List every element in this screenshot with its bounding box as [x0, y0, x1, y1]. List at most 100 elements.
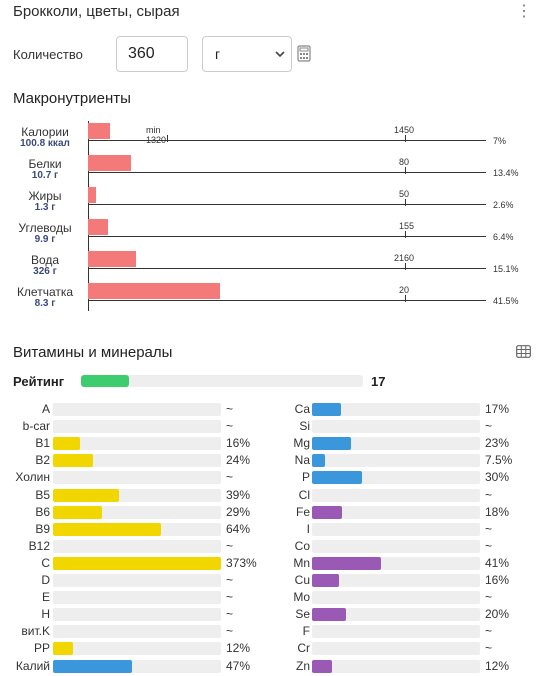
macro-value: 1.3 г [34, 202, 56, 213]
nutrient-name: Mg [293, 436, 310, 450]
nutrient-percent: ~ [485, 641, 493, 655]
nutrient-name: B6 [35, 505, 50, 519]
macro-percent: 7% [493, 136, 507, 146]
nutrient-percent: ~ [485, 488, 493, 502]
macro-name: Клетчатка [16, 285, 74, 299]
nutrient-track [53, 403, 221, 416]
macro-percent: 2.6% [493, 200, 514, 210]
nutrient-percent: ~ [226, 539, 234, 553]
macro-target: 50 [399, 189, 410, 199]
nutrient-fill [53, 454, 93, 467]
macro-label: Углеводы 9.9 г [8, 222, 82, 245]
quantity-input[interactable] [116, 36, 188, 72]
nutrient-track [312, 660, 480, 673]
nutrient-fill [312, 574, 339, 587]
rating-track [81, 375, 363, 387]
nutrient-fill [312, 608, 346, 621]
nutrient-row: b-car ~ [0, 418, 548, 435]
nutrient-name: B12 [28, 539, 50, 553]
nutrient-percent: ~ [226, 419, 234, 433]
nutrient-row: Na 7.5% [0, 452, 548, 469]
macro-target-tick [405, 295, 406, 302]
macro-target-tick [405, 263, 406, 270]
nutrient-name: вит.K [21, 624, 50, 638]
nutrient-percent: 17% [485, 402, 510, 416]
nutrient-percent: 64% [226, 522, 251, 536]
macro-baseline [88, 140, 486, 141]
nutrient-name: B5 [35, 488, 50, 502]
nutrient-track [312, 403, 480, 416]
nutrient-percent: 47% [226, 659, 251, 673]
nutrient-row: B12 ~ [0, 538, 548, 555]
table-view-icon[interactable] [516, 345, 531, 358]
nutrient-row: вит.K ~ [0, 623, 548, 640]
nutrient-track [53, 608, 221, 621]
nutrient-row: Cr ~ [0, 640, 548, 657]
calculator-icon[interactable] [297, 45, 311, 62]
macro-label: Жиры 1.3 г [8, 190, 82, 213]
macro-label: Вода 326 г [8, 254, 82, 277]
macro-target: 20 [399, 285, 410, 295]
macro-target-tick [405, 167, 406, 174]
nutrient-row: P 30% [0, 469, 548, 486]
nutrient-track [312, 420, 480, 433]
macro-baseline [88, 268, 486, 269]
nutrient-percent: 12% [485, 659, 510, 673]
nutrient-percent: 18% [485, 505, 510, 519]
macro-bar [88, 187, 96, 203]
nutrient-name: D [41, 573, 50, 587]
nutrient-name: Cl [298, 488, 310, 502]
nutrient-name: B2 [35, 453, 50, 467]
macro-target: 2160 [394, 253, 415, 263]
nutrient-row: Mo ~ [0, 589, 548, 606]
more-options-icon[interactable]: ⋮ [516, 3, 532, 20]
macro-value: 326 г [33, 266, 57, 277]
unit-select[interactable]: г [202, 36, 292, 72]
nutrient-row: D ~ [0, 572, 548, 589]
nutrient-name: H [41, 607, 50, 621]
nutrient-name: PP [33, 641, 50, 655]
nutrient-track [53, 420, 221, 433]
nutrient-percent: 16% [226, 436, 251, 450]
nutrient-row: Zn 12% [0, 658, 548, 675]
nutrient-name: Co [294, 539, 310, 553]
nutrient-name: B1 [35, 436, 50, 450]
macro-baseline [88, 204, 486, 205]
nutrient-percent: 7.5% [485, 453, 513, 467]
quantity-label: Количество [13, 47, 83, 62]
food-title: Брокколи, цветы, сырая [13, 3, 180, 20]
nutrient-row: I ~ [0, 521, 548, 538]
nutrient-percent: 20% [485, 607, 510, 621]
macro-percent: 13.4% [493, 168, 519, 178]
nutrient-percent: ~ [485, 522, 493, 536]
nutrient-percent: ~ [226, 573, 234, 587]
nutrient-row: B9 64% [0, 521, 548, 538]
nutrient-fill [53, 523, 161, 536]
macro-name: Калории [21, 125, 69, 139]
nutrient-track [312, 574, 480, 587]
macro-value: 10.7 г [31, 170, 59, 181]
nutrient-name: Калий [15, 659, 50, 673]
macro-percent: 41.5% [493, 296, 519, 306]
nutrient-row: Mg 23% [0, 435, 548, 452]
nutrient-percent: ~ [485, 419, 493, 433]
macro-baseline [88, 236, 486, 237]
nutrient-percent: 16% [485, 573, 510, 587]
vitamins-minerals-title: Витамины и минералы [13, 344, 173, 361]
nutrient-fill [312, 471, 362, 484]
nutrient-row: A ~ [0, 401, 548, 418]
macro-axis [88, 121, 89, 311]
nutrient-name: A [41, 402, 50, 416]
nutrient-name: P [301, 470, 310, 484]
nutrient-row: E ~ [0, 589, 548, 606]
nutrient-row: Cl ~ [0, 487, 548, 504]
nutrient-name: Mn [293, 556, 310, 570]
nutrient-percent: 24% [226, 453, 251, 467]
nutrient-track [53, 437, 221, 450]
nutrient-name: B9 [35, 522, 50, 536]
macro-min-label: min 1320 [146, 125, 167, 145]
nutrient-row: Cu 16% [0, 572, 548, 589]
nutrient-fill [53, 660, 132, 673]
macro-bar [88, 283, 220, 299]
macronutrients-title: Макронутриенты [13, 90, 131, 107]
